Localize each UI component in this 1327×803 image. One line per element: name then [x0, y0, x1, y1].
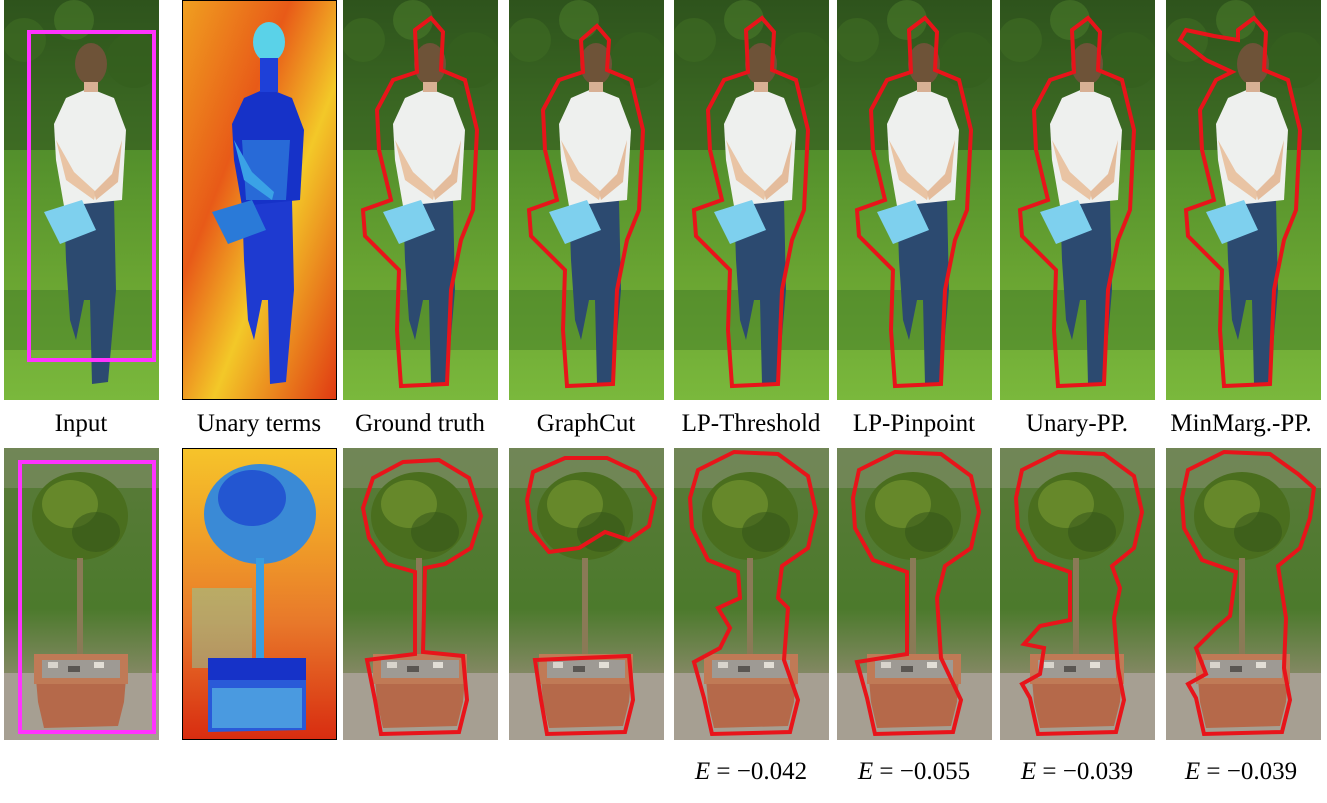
person-graphcut-image	[509, 0, 664, 400]
energy-symbol: E	[694, 758, 711, 785]
segmentation-contour	[1177, 15, 1303, 389]
segmentation-contour	[850, 449, 982, 737]
tree-lp-pinpoint-image	[837, 448, 992, 740]
label-ground-truth: Ground truth	[355, 410, 485, 437]
segmentation-contour	[691, 15, 811, 389]
label-lp-pinpoint: LP-Pinpoint	[852, 410, 976, 437]
label-unary-terms: Unary terms	[196, 410, 322, 437]
tree-lp-threshold-image	[674, 448, 829, 740]
label-graphcut: GraphCut	[536, 410, 636, 437]
segmentation-contour	[1179, 449, 1317, 737]
label-minmarg-pp: MinMarg.-PP.	[1170, 410, 1312, 437]
tree-minmarg-pp-image	[1166, 448, 1321, 740]
label-input: Input	[54, 410, 108, 437]
person-input-image	[4, 0, 159, 400]
energy-value: −0.055	[899, 758, 971, 785]
bounding-box	[18, 460, 156, 734]
tree-graphcut-image	[509, 448, 664, 740]
tree-unary-terms-image	[182, 448, 337, 740]
tree-input-image	[4, 448, 159, 740]
person-unary-terms-image	[182, 0, 337, 400]
label-unary-pp: Unary-PP.	[1025, 410, 1129, 437]
person-unary-pp-image	[1000, 0, 1155, 400]
bounding-box	[27, 30, 156, 362]
segmentation-contour	[854, 15, 974, 389]
segmentation-contour	[524, 456, 658, 737]
energy-lp-threshold: E = −0.042	[694, 758, 808, 785]
segmentation-contour	[687, 449, 819, 737]
segmentation-contour	[1013, 449, 1145, 737]
person-lp-pinpoint-image	[837, 0, 992, 400]
energy-symbol: E	[857, 758, 874, 785]
energy-value: −0.042	[736, 758, 808, 785]
person-ground-truth-image	[343, 0, 498, 400]
tree-ground-truth-image	[343, 448, 498, 740]
energy-symbol: E	[1020, 758, 1037, 785]
tree-unary-pp-image	[1000, 448, 1155, 740]
segmentation-contour	[1017, 15, 1137, 389]
energy-value: −0.039	[1062, 758, 1134, 785]
energy-minmarg-pp: E = −0.039	[1184, 758, 1298, 785]
segmentation-contour	[360, 457, 484, 737]
label-lp-threshold: LP-Threshold	[681, 410, 821, 437]
segmentation-contour	[360, 15, 480, 389]
person-lp-threshold-image	[674, 0, 829, 400]
energy-symbol: E	[1184, 758, 1201, 785]
person-minmarg-pp-image	[1166, 0, 1321, 400]
segmentation-contour	[526, 23, 646, 389]
energy-value: −0.039	[1226, 758, 1298, 785]
energy-unary-pp: E = −0.039	[1020, 758, 1134, 785]
energy-lp-pinpoint: E = −0.055	[857, 758, 971, 785]
